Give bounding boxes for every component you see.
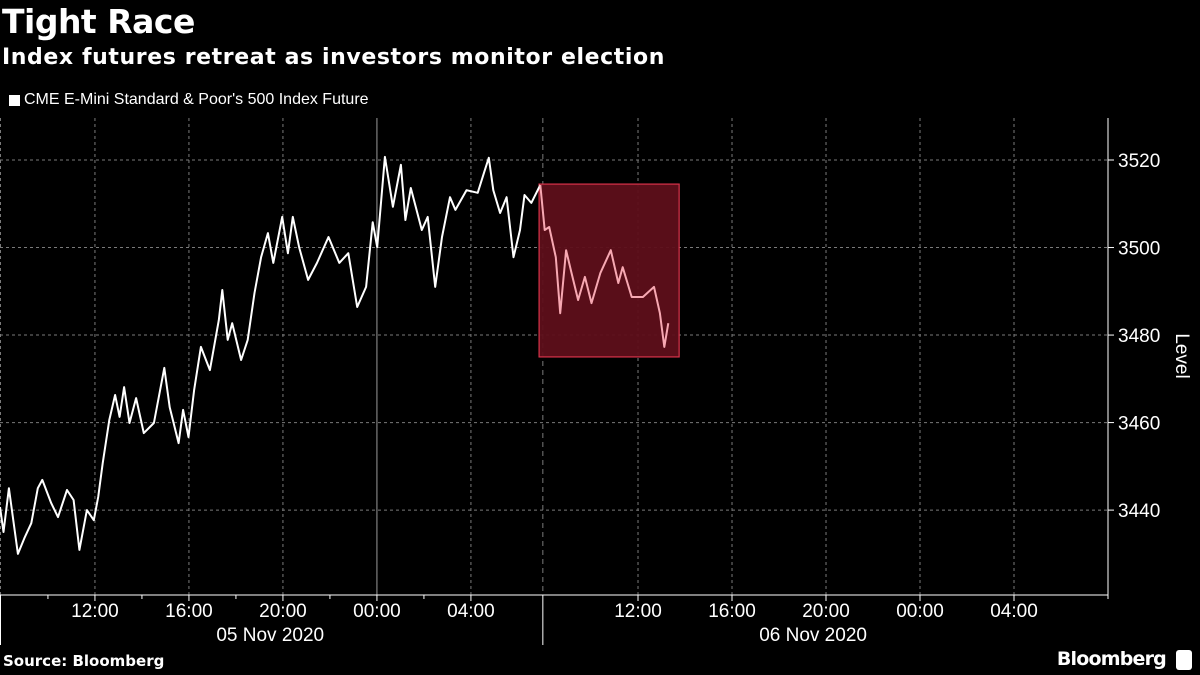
x-tick-label: 20:00 [802,601,850,622]
series-line [0,155,542,555]
x-tick-label: 04:00 [447,601,495,622]
chart-subtitle: Index futures retreat as investors monit… [2,45,666,70]
date-label: 06 Nov 2020 [759,625,867,646]
x-tick-label: 04:00 [990,601,1038,622]
legend-swatch [9,94,20,106]
bloomberg-terminal-icon [1176,650,1192,670]
x-tick-label: 12:00 [71,601,119,622]
x-tick-label: 16:00 [165,601,213,622]
highlight-box [538,183,680,358]
series-line-highlighted [539,184,670,348]
x-tick-label: 12:00 [614,601,662,622]
chart-title: Tight Race [2,2,195,41]
y-tick-label: 3500 [1118,239,1160,260]
bloomberg-logo: Bloomberg [1056,648,1167,670]
y-tick-label: 3460 [1118,414,1160,435]
source-note: Source: Bloomberg [3,652,165,670]
y-tick-label: 3440 [1118,501,1160,522]
legend: CME E-Mini Standard & Poor's 500 Index F… [9,91,369,109]
y-tick-label: 3520 [1118,151,1160,172]
y-tick-label: 3480 [1118,326,1160,347]
x-tick-label: 16:00 [708,601,756,622]
x-tick-label: 00:00 [896,601,944,622]
y-axis-label: Level [1171,333,1192,378]
legend-label: CME E-Mini Standard & Poor's 500 Index F… [24,91,369,108]
x-tick-label: 00:00 [353,601,401,622]
x-tick-label: 20:00 [259,601,307,622]
date-label: 05 Nov 2020 [216,625,324,646]
